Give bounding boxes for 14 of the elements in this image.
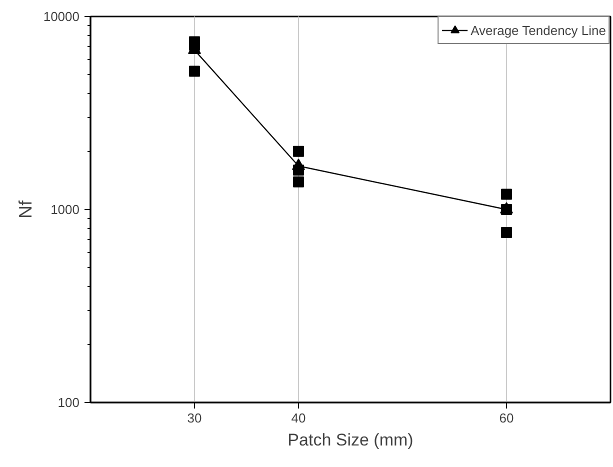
point xyxy=(293,176,304,188)
y-tick-label: 10000 xyxy=(43,9,80,24)
x-tick-label: 30 xyxy=(187,410,202,426)
legend-label: Average Tendency Line xyxy=(470,22,606,38)
x-tick-label: 40 xyxy=(291,410,306,426)
x-tick-label: 60 xyxy=(499,410,514,426)
x-axis-title: Patch Size (mm) xyxy=(288,430,414,450)
y-tick-label: 1000 xyxy=(50,202,80,217)
y-axis-title: Nf xyxy=(15,200,36,218)
point xyxy=(501,188,512,200)
point xyxy=(189,66,200,77)
y-tick-label: 100 xyxy=(58,395,80,410)
point xyxy=(293,146,304,157)
point xyxy=(501,227,512,238)
